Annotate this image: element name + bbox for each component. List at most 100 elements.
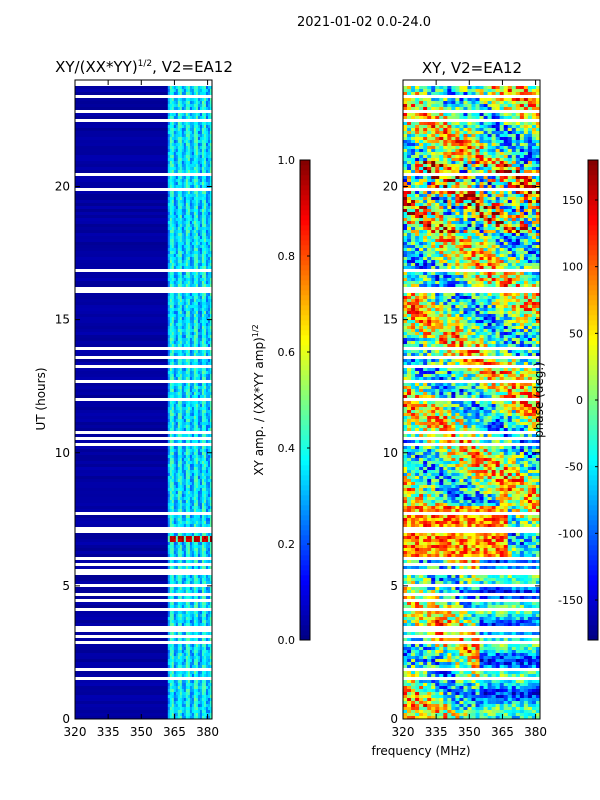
amplitude-cell [195,659,199,663]
amplitude-cell [181,362,185,366]
amplitude-cell [209,617,213,621]
amplitude-cell [189,539,193,543]
phase-cell [507,143,512,147]
amplitude-cell [207,407,211,411]
amplitude-cell [197,596,201,600]
phase-cell [411,98,416,102]
amplitude-cell [171,185,175,189]
amplitude-cell [197,581,201,585]
amplitude-row-cell [75,143,212,147]
amplitude-cell [177,128,181,132]
amplitude-cell [173,479,177,483]
amplitude-cell [183,230,187,234]
amplitude-cell [203,545,207,549]
amplitude-cell [179,614,183,618]
amplitude-cell [171,302,175,306]
amplitude-cell [175,179,179,183]
amplitude-cell [181,260,185,264]
amplitude-cell [191,89,195,93]
amplitude-cell [197,200,201,204]
amplitude-cell [201,233,205,237]
amplitude-cell [207,89,211,93]
amplitude-colorbar-tick-label: 0.8 [278,250,296,263]
phase-cell [535,116,541,120]
amplitude-row-cell [75,656,212,660]
amplitude-cell [187,239,191,243]
amplitude-cell [183,374,187,378]
amplitude-cell [199,479,203,483]
amplitude-cell [177,359,181,363]
amplitude-cell [201,413,205,417]
phase-cell [519,131,525,135]
amplitude-cell [183,410,187,414]
phase-cell [527,149,533,153]
amplitude-cell [195,689,199,693]
amplitude-cell [187,185,191,189]
amplitude-cell [197,137,201,141]
amplitude-cell [183,107,187,111]
phase-cell [463,86,468,90]
phase-cell [447,140,452,144]
amplitude-cell [175,617,179,621]
amplitude-cell [179,89,183,93]
amplitude-cell [169,257,173,261]
amplitude-cell [205,101,209,105]
amplitude-cell [189,197,193,201]
phase-cell [519,122,525,126]
phase-cell [443,149,448,153]
amplitude-cell [189,149,193,153]
phase-cell [491,116,496,120]
amplitude-cell [169,194,173,198]
amplitude-cell [187,170,191,174]
amplitude-cell [199,425,203,429]
amplitude-cell [173,692,177,696]
amplitude-cell [207,650,211,654]
amplitude-cell [195,227,199,231]
amplitude-cell [199,239,203,243]
amplitude-cell [183,134,187,138]
amplitude-cell [167,137,171,141]
amplitude-cell [205,179,209,183]
phase-cell [431,137,436,141]
amplitude-cell [185,578,189,582]
amplitude-cell [187,542,191,546]
amplitude-cell [195,422,199,426]
amplitude-cell [181,596,185,600]
amplitude-cell [173,230,177,234]
amplitude-cell [185,548,189,552]
amplitude-cell [179,230,183,234]
phase-cell [415,98,420,102]
amplitude-cell [189,689,193,693]
amplitude-cell [177,404,181,408]
amplitude-cell [187,470,191,474]
amplitude-cell [169,383,173,387]
amplitude-cell [191,353,195,357]
phase-cell [439,122,444,126]
amplitude-cell [209,410,213,414]
amplitude-row-cell [75,278,212,282]
amplitude-cell [199,353,203,357]
amplitude-cell [193,710,197,714]
amplitude-cell [209,239,213,243]
amplitude-cell [201,596,205,600]
amplitude-cell [201,362,205,366]
amplitude-cell [207,473,211,477]
amplitude-cell [183,419,187,423]
amplitude-cell [209,446,213,450]
amplitude-cell [203,311,207,315]
amplitude-cell [181,692,185,696]
amplitude-cell [181,686,185,690]
amplitude-cell [199,182,203,186]
amplitude-cell [185,521,189,525]
amplitude-cell [181,509,185,513]
amplitude-cell [209,602,213,606]
amplitude-row-cell [75,437,212,441]
amplitude-cell [199,125,203,129]
amplitude-cell [209,302,213,306]
amplitude-cell [203,434,207,438]
amplitude-cell [175,383,179,387]
amplitude-cell [181,299,185,303]
amplitude-row-cell [75,593,212,597]
amplitude-cell [185,107,189,111]
amplitude-cell [189,248,193,252]
